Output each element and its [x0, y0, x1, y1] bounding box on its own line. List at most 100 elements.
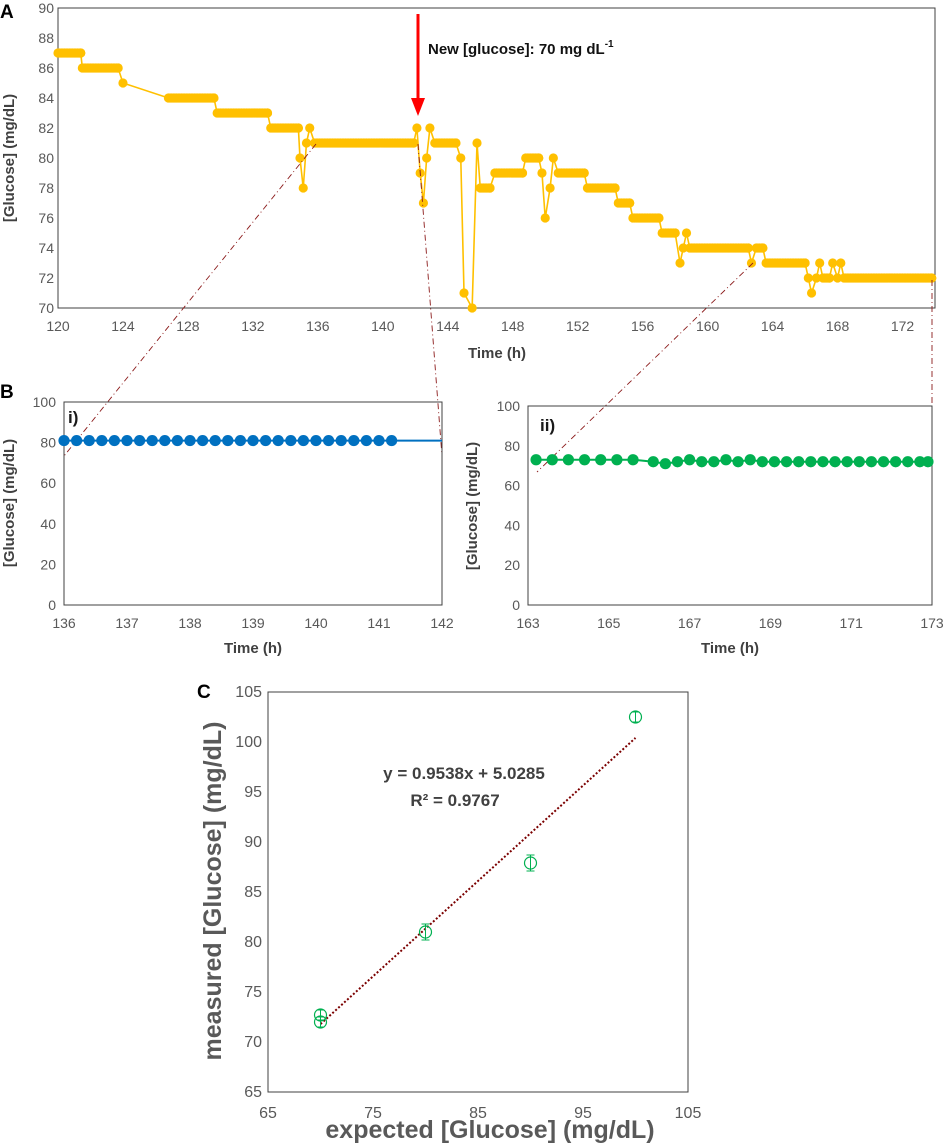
chart-b-i-xlabel: Time (h)	[224, 640, 282, 657]
chart-a-ylabel: [Glucose] (mg/dL)	[1, 94, 18, 222]
glucose-point	[517, 168, 528, 178]
glucose-point	[877, 456, 890, 468]
x-tick-label: 167	[678, 615, 702, 631]
x-tick-label: 169	[759, 615, 783, 631]
glucose-point	[756, 456, 768, 468]
y-tick-label: 100	[235, 734, 262, 751]
glucose-point	[678, 243, 688, 253]
glucose-point	[323, 434, 335, 447]
glucose-point	[412, 123, 422, 133]
glucose-point	[865, 456, 878, 468]
glucose-point	[83, 434, 95, 447]
y-tick-label: 75	[244, 984, 262, 1001]
glucose-point	[348, 434, 360, 447]
chart-a-xlabel: Time (h)	[468, 345, 526, 362]
x-tick-label: 140	[371, 318, 395, 334]
glucose-point	[96, 434, 108, 447]
x-tick-label: 142	[430, 615, 454, 631]
chart-b-i-inset-label: i)	[68, 408, 78, 427]
glucose-point	[829, 456, 841, 468]
glucose-point	[360, 434, 372, 447]
chart-c-xlabel: expected [Glucose] (mg/dL)	[325, 1116, 654, 1144]
y-tick-label: 65	[244, 1084, 262, 1101]
y-tick-label: 90	[38, 0, 54, 16]
glucose-point	[467, 303, 477, 313]
glucose-point	[285, 434, 297, 447]
x-tick-label: 168	[826, 318, 850, 334]
y-tick-label: 20	[40, 556, 56, 572]
glucose-point	[146, 434, 158, 447]
glucose-point	[209, 93, 219, 103]
glucose-point	[805, 456, 817, 468]
x-tick-label: 75	[364, 1105, 382, 1122]
glucose-point	[627, 454, 639, 466]
zoom-guide-i-right	[417, 143, 443, 457]
glucose-point	[108, 434, 120, 447]
glucose-point	[902, 456, 914, 468]
x-tick-label: 136	[306, 318, 330, 334]
glucose-point	[113, 63, 123, 73]
glucose-point	[806, 288, 817, 298]
glucose-point	[841, 456, 853, 468]
x-tick-label: 144	[436, 318, 460, 334]
chart-a: 70 72 74 76 78 80 82 84 86 88 90 120 124 128 132 136 140…	[1, 0, 937, 362]
glucose-point	[654, 213, 664, 223]
glucose-point	[670, 228, 680, 238]
glucose-point	[301, 138, 312, 148]
y-tick-label: 82	[38, 120, 54, 136]
chart-b-ii-xlabel: Time (h)	[701, 640, 759, 657]
y-tick-label: 70	[38, 300, 54, 316]
glucose-point	[817, 456, 829, 468]
arrow-head	[411, 98, 425, 116]
r-squared: R² = 0.9767	[410, 791, 499, 810]
chart-b-ii-inset-label: ii)	[540, 416, 555, 435]
glucose-point	[746, 258, 757, 268]
glucose-point	[134, 434, 146, 447]
glucose-point	[71, 434, 83, 447]
trendline	[319, 737, 637, 1025]
glucose-point	[836, 258, 846, 268]
x-tick-label: 140	[304, 615, 328, 631]
glucose-point	[647, 456, 659, 468]
glucose-point	[459, 288, 469, 298]
data-point	[628, 710, 643, 724]
y-tick-label: 90	[244, 834, 262, 851]
glucose-point	[671, 456, 684, 468]
glucose-point	[720, 454, 732, 466]
y-tick-label: 0	[48, 597, 56, 613]
glucose-point	[234, 434, 246, 447]
glucose-point	[800, 258, 810, 268]
chart-c: 65 70 75 80 85 90 95 100 105 65 75 85 95 105 y = 0.95…	[199, 684, 701, 1144]
glucose-point	[386, 434, 398, 447]
chart-b-i-ylabel: [Glucose] (mg/dL)	[1, 439, 18, 567]
glucose-point	[298, 183, 308, 193]
glucose-point	[472, 138, 482, 148]
y-tick-label: 100	[33, 394, 57, 410]
glucose-point	[853, 456, 865, 468]
x-tick-label: 152	[566, 318, 590, 334]
glucose-point	[293, 123, 303, 133]
glucose-point	[744, 454, 756, 466]
glucose-point	[272, 434, 284, 447]
y-tick-label: 84	[38, 90, 54, 106]
chart-b-i: 0 20 40 60 80 100 136 137 138 139 140 141 142 i) Tim…	[1, 394, 454, 657]
glucose-point	[758, 243, 768, 253]
x-tick-label: 163	[516, 615, 540, 631]
y-tick-label: 80	[504, 438, 520, 454]
x-tick-label: 65	[259, 1105, 277, 1122]
y-tick-label: 0	[512, 597, 520, 613]
glucose-point	[890, 456, 902, 468]
glucose-point	[305, 123, 315, 133]
x-tick-label: 172	[891, 318, 915, 334]
glucose-point	[625, 198, 635, 208]
glucose-point	[171, 434, 183, 447]
glucose-point	[335, 434, 347, 447]
x-tick-label: 138	[178, 615, 202, 631]
glucose-point	[546, 454, 558, 466]
y-tick-label: 60	[504, 478, 520, 494]
glucose-point	[803, 273, 813, 283]
x-tick-label: 120	[46, 318, 70, 334]
glucose-point	[815, 258, 825, 268]
glucose-point	[708, 456, 720, 468]
